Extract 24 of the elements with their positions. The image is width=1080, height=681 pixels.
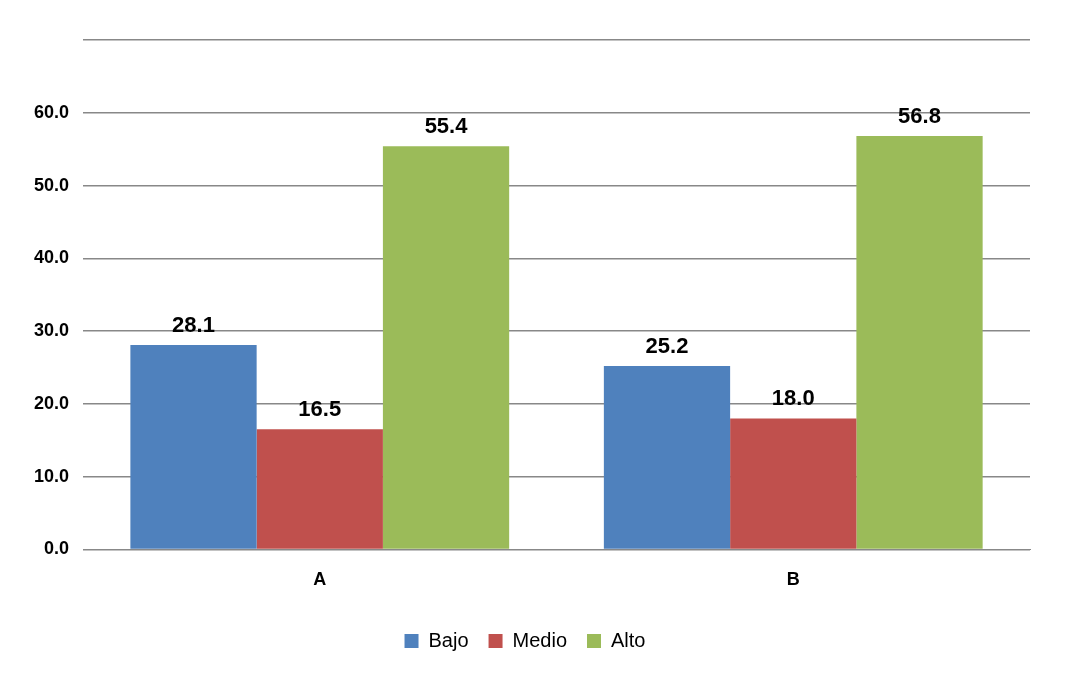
bar <box>603 366 731 549</box>
y-tick-label: 30.0 <box>33 320 70 341</box>
legend-label: Alto <box>611 628 646 651</box>
x-tick-label: A <box>313 569 327 590</box>
bar <box>382 146 510 549</box>
bar <box>730 418 857 549</box>
bar <box>256 429 383 549</box>
x-tick-label: B <box>786 569 800 590</box>
y-tick-label: 20.0 <box>33 392 70 413</box>
data-label: 56.8 <box>898 103 941 129</box>
y-tick-label: 40.0 <box>33 247 70 268</box>
legend-label: Medio <box>512 628 568 651</box>
data-label: 18.0 <box>771 385 815 411</box>
data-label: 25.2 <box>645 333 689 359</box>
y-tick-label: 0.0 <box>44 538 70 559</box>
y-tick-label: 50.0 <box>33 174 70 195</box>
data-label: 16.5 <box>298 396 342 422</box>
bar <box>130 344 257 549</box>
y-tick-label: 60.0 <box>33 101 70 122</box>
bar <box>856 136 983 549</box>
y-tick-label: 10.0 <box>33 465 70 486</box>
legend-label: Bajo <box>428 628 469 651</box>
data-label: 55.4 <box>424 113 469 139</box>
data-label: 28.1 <box>172 311 215 337</box>
